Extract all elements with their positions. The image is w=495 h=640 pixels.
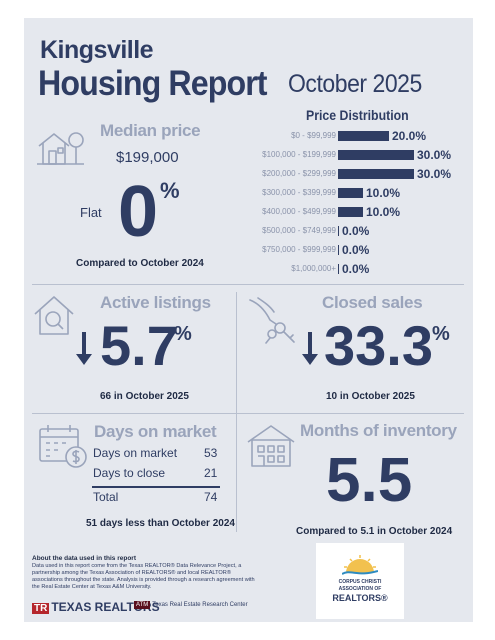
assoc-line3: REALTORS®: [332, 593, 388, 603]
price-pct-label: 20.0%: [392, 129, 427, 143]
price-row: $300,000 - $399,999 10.0%: [24, 186, 473, 200]
sun-logo-icon: [342, 555, 378, 575]
house-magnifier-icon: [34, 296, 74, 335]
months-inventory-value: 5.5: [326, 446, 413, 515]
median-price-caption: Compared to October 2024: [76, 258, 204, 269]
texas-realtors-logo: TR TEXAS REALTORS: [32, 600, 160, 614]
closed-sales-unit: %: [432, 323, 450, 345]
divider: [32, 413, 464, 414]
price-bar: [338, 188, 363, 198]
city-name: Kingsville: [40, 36, 154, 64]
assoc-line1: CORPUS CHRISTI: [338, 579, 382, 585]
median-price-change: 0: [118, 172, 159, 252]
active-listings-unit: %: [174, 323, 192, 345]
price-range-label: $400,000 - $499,999: [262, 207, 336, 216]
price-pct-label: 0.0%: [342, 262, 370, 276]
report-title: Housing Report: [38, 64, 268, 103]
active-listings-caption: 66 in October 2025: [100, 391, 189, 402]
days-on-market-title: Days on market: [94, 422, 217, 441]
price-distribution-title: Price Distribution: [306, 107, 409, 123]
price-pct-label: 30.0%: [417, 167, 452, 181]
total-value: 74: [204, 490, 218, 504]
house-tree-icon: [37, 132, 84, 165]
closed-sales-title: Closed sales: [322, 293, 423, 312]
tr-logo-text: TEXAS REALTORS: [51, 600, 160, 614]
price-bar: [338, 245, 339, 255]
report-period: October 2025: [288, 70, 422, 98]
report-sheet: Kingsville Housing Report October 2025 P…: [24, 18, 473, 622]
price-row: $200,000 - $299,999 30.0%: [24, 167, 473, 181]
calendar-dollar-icon: [39, 425, 87, 468]
assoc-line2: ASSOCIATION OF: [338, 586, 382, 592]
dom-label: Days on market: [93, 446, 178, 460]
price-row: $400,000 - $499,999 10.0%: [24, 205, 473, 219]
price-bar: [338, 264, 339, 274]
footer-title: About the data used in this report: [32, 555, 137, 562]
price-range-label: $0 - $99,999: [291, 131, 336, 140]
price-range-label: $200,000 - $299,999: [262, 169, 336, 178]
price-row: $750,000 - $999,999 0.0%: [24, 243, 473, 257]
arrow-down-icon: [302, 332, 318, 365]
price-pct-label: 10.0%: [366, 186, 401, 200]
price-range-label: $500,000 - $749,999: [262, 226, 336, 235]
price-row: $500,000 - $749,999 0.0%: [24, 224, 473, 238]
price-bar: [338, 226, 339, 236]
median-price-title: Median price: [100, 121, 201, 140]
active-listings-title: Active listings: [100, 293, 211, 312]
divider: [32, 284, 464, 285]
days-on-market-caption: 51 days less than October 2024: [86, 518, 235, 529]
price-range-label: $300,000 - $399,999: [262, 188, 336, 197]
dom-value: 53: [204, 446, 218, 460]
arrow-down-icon: [76, 332, 92, 365]
closed-sales-change: 33.3: [324, 314, 433, 377]
price-bar: [338, 131, 389, 141]
closed-sales-caption: 10 in October 2025: [326, 391, 415, 402]
total-label: Total: [93, 490, 119, 504]
price-bar: [338, 207, 363, 217]
total-rule: [92, 486, 220, 488]
price-range-label: $1,000,000+: [291, 264, 336, 273]
rec-logo-text: Texas Real Estate Research Center: [152, 602, 248, 608]
median-price-value: $199,000: [116, 149, 179, 166]
price-range-label: $750,000 - $999,999: [262, 245, 336, 254]
months-inventory-caption: Compared to 5.1 in October 2024: [296, 526, 453, 537]
price-row: $0 - $99,999 20.0%: [24, 129, 473, 143]
footer-text: Data used in this report come from the T…: [32, 563, 255, 590]
months-inventory-title: Months of inventory: [300, 421, 457, 440]
price-pct-label: 0.0%: [342, 243, 370, 257]
rec-logo-mark: ATM: [134, 601, 151, 609]
active-listings-change: 5.7: [100, 314, 178, 377]
tr-logo-mark: TR: [32, 603, 50, 614]
price-pct-label: 0.0%: [342, 224, 370, 238]
research-center-logo: ATM Texas Real Estate Research Center: [134, 601, 248, 609]
divider: [236, 292, 237, 532]
association-logo: CORPUS CHRISTI ASSOCIATION OF REALTORS®: [316, 543, 404, 619]
median-price-trend: Flat: [80, 205, 102, 220]
dtc-value: 21: [204, 466, 218, 480]
price-bar: [338, 150, 414, 160]
hand-keys-icon: [249, 297, 295, 344]
price-row: $1,000,000+ 0.0%: [24, 262, 473, 276]
dtc-label: Days to close: [93, 466, 166, 480]
building-icon: [247, 425, 295, 467]
price-bar: [338, 169, 414, 179]
median-price-unit: %: [160, 178, 180, 203]
price-pct-label: 30.0%: [417, 148, 452, 162]
price-range-label: $100,000 - $199,999: [262, 150, 336, 159]
price-row: $100,000 - $199,999 30.0%: [24, 148, 473, 162]
price-pct-label: 10.0%: [366, 205, 401, 219]
